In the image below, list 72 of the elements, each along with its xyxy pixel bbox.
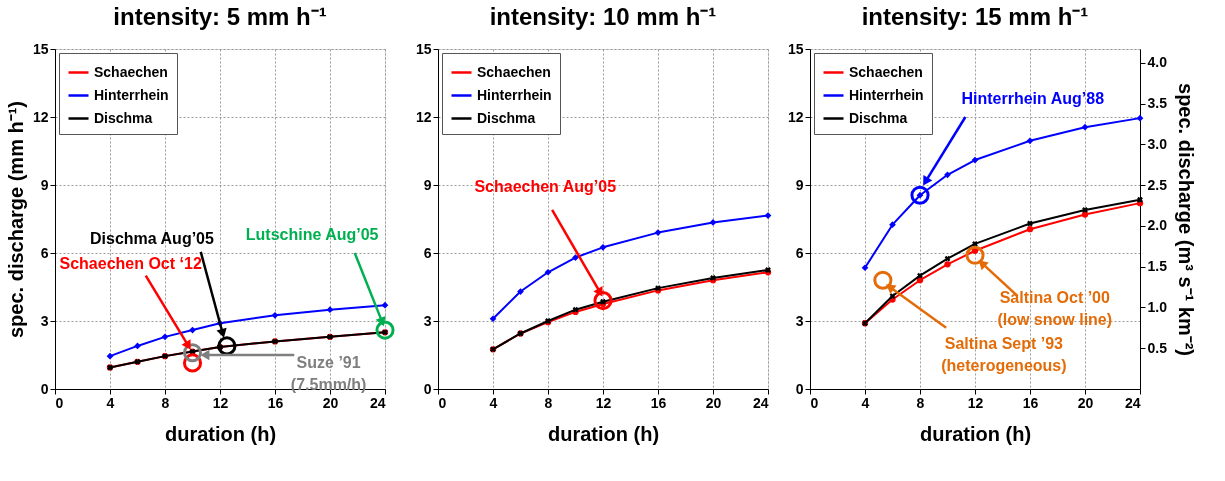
legend-label: Dischma: [94, 109, 153, 126]
y-tick-label: 15: [415, 40, 432, 57]
x-tick-label: 8: [161, 394, 170, 411]
annotation: Suze ’91 (7.5mm/h): [290, 353, 367, 393]
y-tick-label: 9: [423, 176, 432, 193]
annotation: Saltina Sept ’93 (heterogeneous): [941, 334, 1067, 374]
y2-tick-label: 2.0: [1147, 217, 1168, 234]
annotation: Schaechen Oct ‘12: [59, 255, 202, 273]
x-tick-label: 0: [438, 394, 447, 411]
y-tick-label: 0: [795, 380, 804, 397]
legend-label: Hinterrhein: [849, 86, 924, 103]
y-tick-label: 3: [423, 312, 432, 329]
legend-label: Schaechen: [477, 63, 551, 80]
y-tick-label: 15: [787, 40, 804, 57]
legend-label: Dischma: [849, 109, 908, 126]
y-tick-label: 15: [32, 40, 49, 57]
y-tick-label: 6: [40, 244, 49, 261]
y-tick-label: 3: [40, 312, 49, 329]
y-tick-label: 3: [795, 312, 804, 329]
x-tick-label: 8: [916, 394, 925, 411]
x-axis-title: duration (h): [547, 422, 660, 445]
annotation: Schaechen Aug’05: [474, 178, 617, 196]
x-tick-label: 20: [705, 394, 722, 411]
x-tick-label: 0: [810, 394, 819, 411]
annotation: Hinterrhein Aug’88: [961, 89, 1105, 107]
x-tick-label: 16: [650, 394, 667, 411]
x-tick-label: 12: [595, 394, 612, 411]
y2-tick-label: 3.5: [1147, 95, 1168, 112]
y2-tick-label: 1.5: [1147, 258, 1168, 275]
x-tick-label: 24: [1124, 394, 1141, 411]
x-tick-label: 16: [267, 394, 284, 411]
legend-label: Hinterrhein: [94, 86, 169, 103]
x-axis-title: duration (h): [164, 422, 277, 445]
y-axis-title: spec. discharge (mm h⁻¹): [4, 100, 27, 339]
y2-tick-label: 3.0: [1147, 135, 1168, 152]
y-tick-label: 6: [423, 244, 432, 261]
annotation: Dischma Aug’05: [89, 230, 214, 248]
x-tick-label: 24: [369, 394, 386, 411]
legend-label: Hinterrhein: [477, 86, 552, 103]
x-tick-label: 4: [106, 394, 115, 411]
legend-label: Schaechen: [849, 63, 923, 80]
annotation: Lutschine Aug’05: [245, 225, 379, 243]
y-tick-label: 0: [40, 380, 49, 397]
chart-title: intensity: 5 mm h⁻¹: [113, 3, 327, 30]
y-tick-label: 6: [795, 244, 804, 261]
y2-tick-label: 4.0: [1147, 54, 1168, 71]
chart-title: intensity: 10 mm h⁻¹: [489, 3, 717, 30]
x-axis-title: duration (h): [919, 422, 1032, 445]
x-tick-label: 12: [212, 394, 229, 411]
legend-label: Schaechen: [94, 63, 168, 80]
y-tick-label: 9: [795, 176, 804, 193]
y2-axis-title: spec. discharge (m³ s⁻¹ km⁻²): [1174, 83, 1197, 356]
chart-title: intensity: 15 mm h⁻¹: [861, 3, 1089, 30]
x-tick-label: 4: [861, 394, 870, 411]
x-tick-label: 8: [544, 394, 553, 411]
y2-tick-label: 1.0: [1147, 298, 1168, 315]
y-tick-label: 12: [787, 108, 804, 125]
legend-label: Dischma: [477, 109, 536, 126]
x-tick-label: 12: [967, 394, 984, 411]
x-tick-label: 24: [752, 394, 769, 411]
y-tick-label: 12: [32, 108, 49, 125]
x-tick-label: 20: [322, 394, 339, 411]
y-tick-label: 12: [415, 108, 432, 125]
y-tick-label: 0: [423, 380, 432, 397]
x-tick-label: 16: [1022, 394, 1039, 411]
x-tick-label: 20: [1077, 394, 1094, 411]
y2-tick-label: 0.5: [1147, 339, 1168, 356]
x-tick-label: 4: [489, 394, 498, 411]
y-tick-label: 9: [40, 176, 49, 193]
x-tick-label: 0: [55, 394, 64, 411]
annotation: Saltina Oct ’00 (low snow line): [997, 289, 1113, 329]
y2-tick-label: 2.5: [1147, 176, 1168, 193]
